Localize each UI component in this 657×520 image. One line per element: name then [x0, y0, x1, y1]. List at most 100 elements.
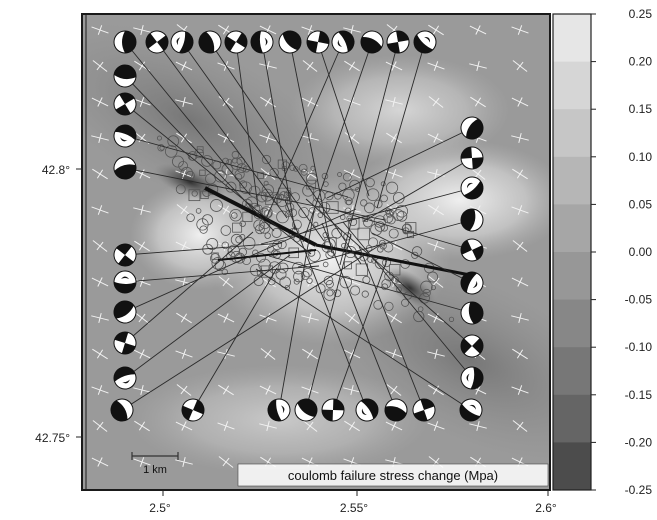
event-marker	[195, 208, 202, 214]
focal-mechanisms	[110, 30, 484, 422]
stress-axis-cross	[134, 312, 150, 324]
leader-line	[156, 41, 288, 219]
leader-line	[321, 222, 397, 411]
stress-axis-cross	[511, 313, 529, 323]
event-marker	[196, 146, 204, 154]
event-marker	[242, 236, 256, 250]
leader-line	[260, 187, 473, 245]
focal-mechanism	[278, 30, 302, 54]
leader-line	[181, 41, 325, 242]
event-marker	[350, 285, 361, 296]
focal-mechanism	[459, 398, 483, 422]
focal-mechanism	[113, 64, 137, 88]
event-marker	[422, 288, 431, 298]
stress-lobe-positive-ne	[350, 140, 550, 260]
leader-line	[235, 41, 259, 208]
stress-axis-cross	[343, 97, 361, 107]
colorbar-tick-label: 0.10	[629, 150, 653, 164]
leader-line	[124, 167, 386, 221]
colorbar-band	[553, 347, 591, 396]
focal-mechanism	[460, 301, 484, 325]
stress-axis-cross	[134, 420, 150, 432]
focal-mechanism	[460, 116, 484, 140]
stress-axis-cross	[259, 421, 277, 431]
focal-mechanism	[224, 30, 248, 54]
event-marker	[357, 227, 370, 241]
colorbar-band	[553, 204, 591, 253]
focal-mechanism	[113, 366, 137, 390]
event-marker	[199, 169, 206, 176]
event-marker	[231, 212, 238, 219]
leader-line	[255, 268, 472, 411]
event-marker	[238, 247, 248, 257]
event-marker	[157, 144, 165, 152]
event-marker	[306, 277, 313, 284]
stress-axis-cross	[302, 420, 318, 432]
event-marker	[373, 199, 383, 209]
event-marker	[220, 225, 232, 236]
event-marker	[366, 188, 380, 202]
focal-mechanism	[113, 243, 137, 267]
leader-line	[363, 157, 473, 222]
stress-axis-cross	[301, 133, 319, 143]
stress-axis-cross	[175, 97, 193, 107]
stress-axis-cross	[343, 169, 361, 179]
stress-axis-cross	[512, 420, 528, 432]
event-marker	[401, 298, 410, 307]
stress-axis-cross	[511, 25, 529, 35]
event-marker	[239, 220, 246, 227]
event-marker	[178, 161, 188, 171]
stress-axis-cross	[428, 96, 444, 108]
stress-axis-cross	[469, 421, 487, 431]
leader-line	[278, 210, 315, 411]
event-marker	[253, 276, 264, 287]
stress-axis-cross	[259, 133, 277, 143]
colorbar-band	[553, 252, 591, 301]
event-marker	[248, 185, 261, 198]
x-axis: 2.5° 2.55° 2.6°	[149, 490, 557, 515]
stress-axis-cross	[386, 132, 402, 144]
focal-mechanism	[355, 398, 379, 422]
event-marker	[199, 225, 208, 234]
leader-line	[339, 41, 399, 266]
event-marker	[221, 241, 230, 250]
stress-axis-cross	[302, 60, 318, 72]
stress-axis-cross	[385, 97, 403, 107]
stress-axis-cross	[133, 205, 151, 215]
stress-axis-cross	[218, 456, 234, 468]
event-marker	[413, 310, 425, 323]
event-marker	[349, 179, 361, 191]
colorbar-band	[553, 14, 591, 63]
stress-axis-cross	[92, 240, 108, 252]
focal-mechanism	[170, 30, 194, 54]
event-marker	[236, 163, 247, 174]
focal-mechanism	[113, 124, 137, 148]
event-marker	[309, 207, 316, 214]
event-marker	[234, 169, 245, 180]
stress-axis-cross	[175, 457, 193, 467]
event-marker	[264, 232, 271, 239]
stress-axis-cross	[343, 349, 361, 359]
event-marker	[404, 222, 417, 234]
legend-title-text: coulomb failure stress change (Mpa)	[288, 468, 498, 483]
leader-line	[124, 208, 357, 313]
stress-axis-cross	[385, 349, 403, 359]
event-marker	[388, 209, 395, 216]
legend-title-box	[237, 463, 549, 487]
event-marker	[256, 191, 268, 203]
event-marker	[348, 217, 358, 227]
stress-axis-cross	[511, 385, 529, 395]
event-marker	[279, 276, 291, 289]
stress-axis-cross	[512, 60, 528, 72]
stress-axis-cross	[301, 385, 319, 395]
event-marker	[346, 199, 352, 206]
stress-axis-cross	[218, 384, 234, 396]
colorbar-tick-label: -0.10	[625, 340, 653, 354]
map-frame	[81, 13, 551, 491]
colorbar-tick-label: 0.15	[629, 102, 653, 116]
focal-mechanism	[267, 398, 291, 422]
focal-mechanism	[113, 331, 137, 355]
focal-mechanism	[460, 366, 484, 390]
stress-axis-cross	[133, 349, 151, 359]
